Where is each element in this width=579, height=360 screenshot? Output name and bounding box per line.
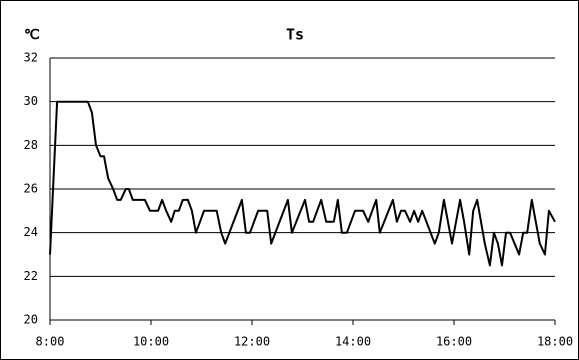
x-tick-label: 12:00: [234, 335, 270, 349]
x-tick-label: 10:00: [133, 335, 169, 349]
data-line: [49, 100, 556, 267]
x-tick-label: 18:00: [537, 335, 573, 349]
y-tick-label: 28: [24, 138, 38, 152]
x-tick-label: 8:00: [36, 335, 65, 349]
y-tick-label: 30: [24, 94, 38, 108]
y-tick-label: 22: [24, 269, 38, 283]
y-tick-label: 26: [24, 182, 38, 196]
x-tick-label: 14:00: [335, 335, 371, 349]
y-tick-label: 32: [24, 51, 38, 65]
y-tick-label: 20: [24, 313, 38, 327]
x-tick-label: 16:00: [436, 335, 472, 349]
y-axis-unit: ℃: [24, 27, 40, 43]
y-tick-label: 24: [24, 225, 38, 239]
chart-title: Ts: [286, 26, 304, 44]
